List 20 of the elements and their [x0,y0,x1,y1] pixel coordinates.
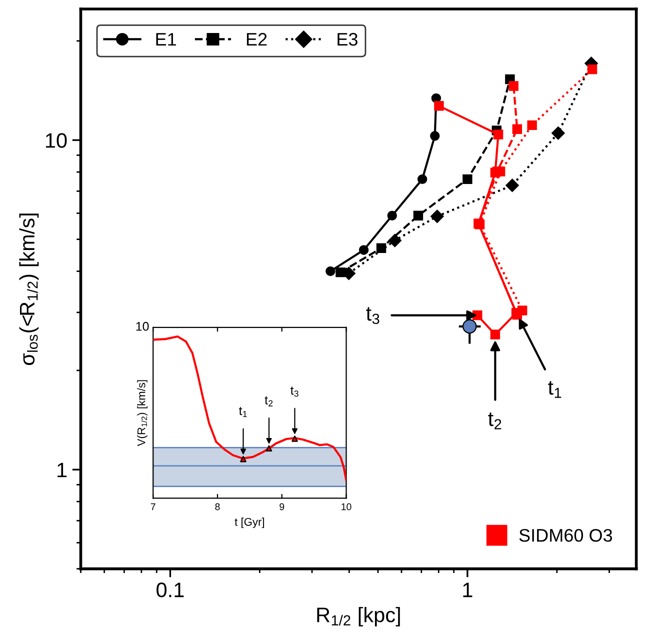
x-tick-label: 8 [215,503,220,510]
y-axis-title: σ$_{los}$(<R$_{1/2}$) [km/s] [19,214,39,366]
x-tick-label: 10 [342,503,352,510]
annotation: t$_{2}$ [264,396,273,406]
x-axis-title: t [Gyr] [234,518,264,528]
x-tick-label: 9 [280,503,284,510]
x-tick-label: 7 [150,503,156,510]
annotation: t$_{1}$ [238,406,247,418]
annotation: t$_{3}$ [366,307,380,324]
legend-label: E2 [246,32,267,46]
annotation: t$_{1}$ [548,381,562,398]
y-axis-title: V(R$_{1/2}$) [km/s] [137,380,148,446]
annotation: t$_{2}$ [488,412,502,430]
legend-label: E3 [338,32,358,46]
annotation: 10 [136,322,149,331]
x-axis-title: R$_{1/2}$ [kpc] [317,606,400,626]
annotation: t$_{3}$ [290,386,298,397]
x-tick-label: 0.1 [156,582,184,598]
legend-label: SIDM60 O3 [519,528,612,542]
legend-label: E1 [156,33,176,46]
